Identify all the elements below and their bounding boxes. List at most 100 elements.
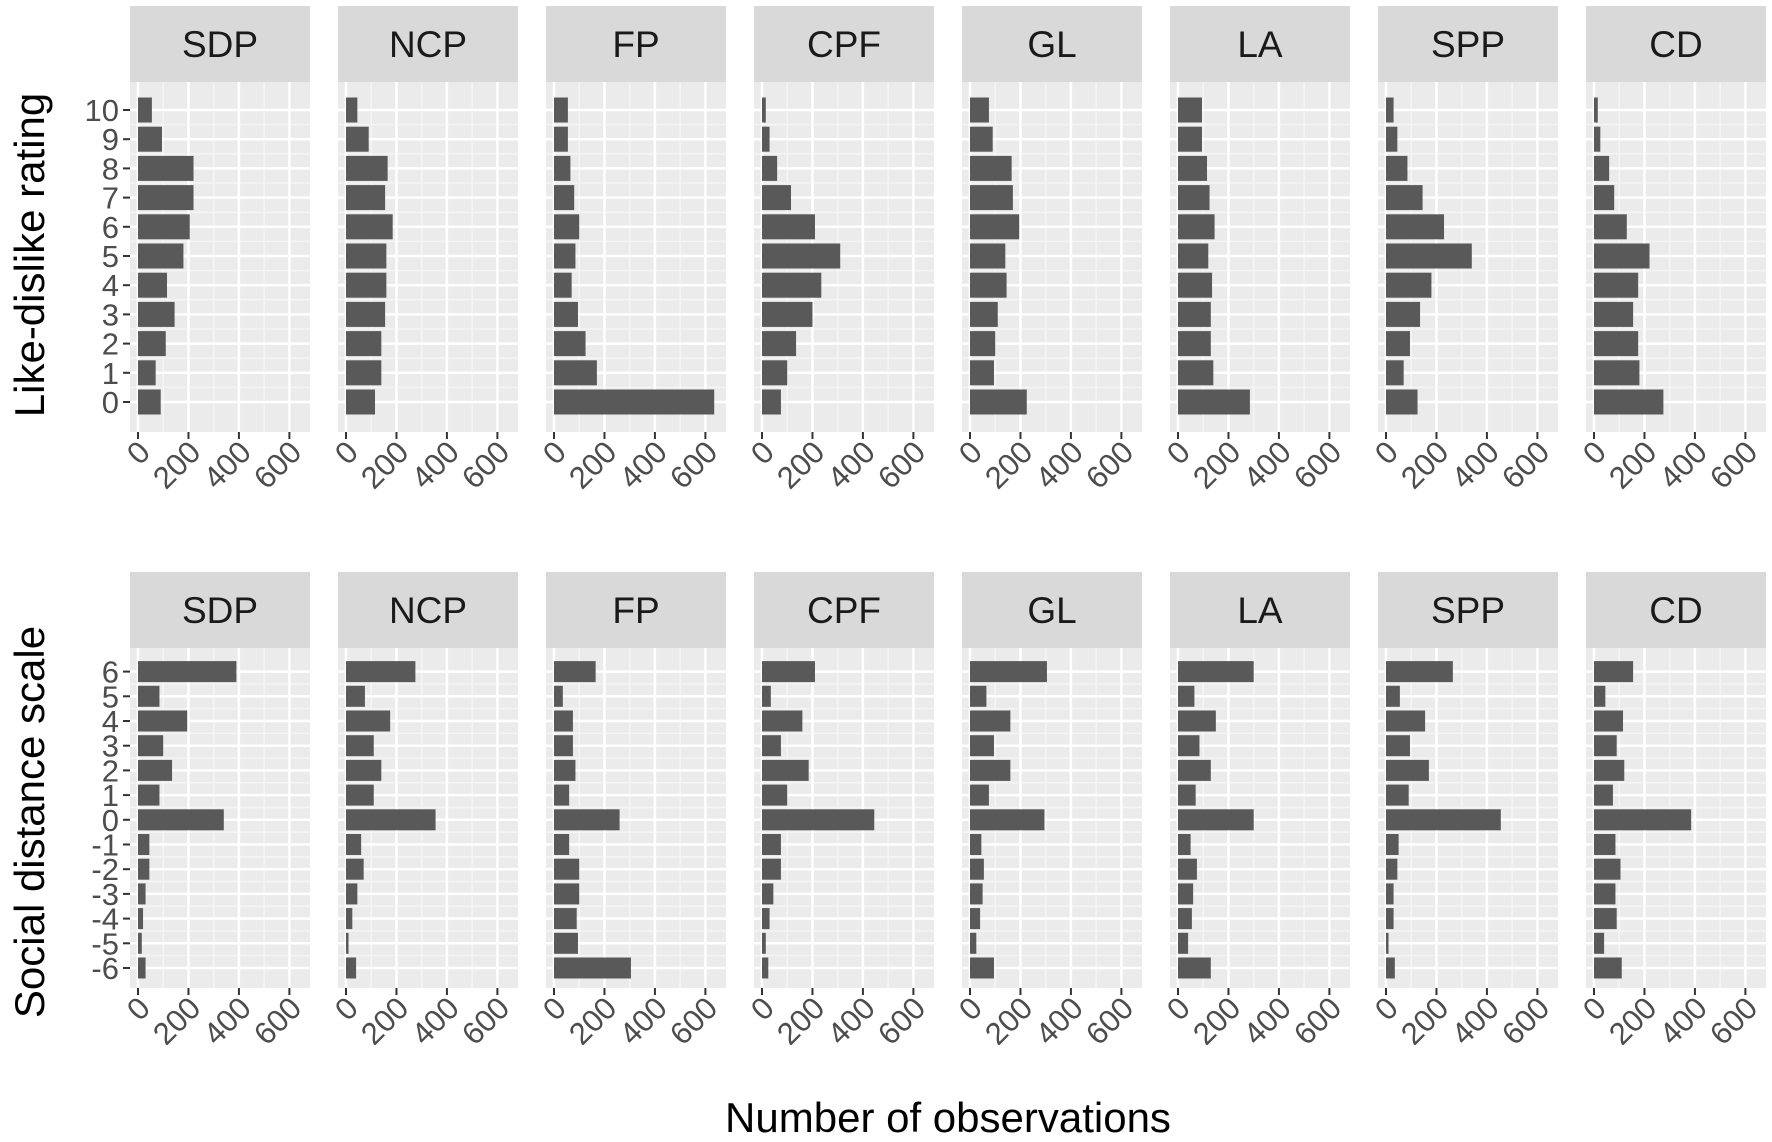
facet-strip <box>754 6 934 82</box>
bar <box>138 685 160 707</box>
y-tick-label: 3 <box>102 297 119 332</box>
bar <box>1594 710 1624 732</box>
bar <box>1594 360 1640 386</box>
facet-strip <box>546 6 726 82</box>
x-tick-label: 200 <box>1186 990 1247 1051</box>
bar <box>762 735 781 757</box>
bar <box>1594 932 1605 954</box>
bar <box>138 883 146 905</box>
x-tick-label: 400 <box>1237 434 1298 495</box>
facet-strip <box>1170 572 1350 648</box>
bar <box>970 661 1047 683</box>
bar <box>1178 185 1210 211</box>
bar <box>762 957 769 979</box>
bar <box>762 360 788 386</box>
facet-strip <box>754 572 934 648</box>
facet-strip-label: SPP <box>1431 590 1505 631</box>
bar <box>346 185 386 211</box>
x-tick-label: 600 <box>247 990 308 1051</box>
x-tick-label: 200 <box>1602 990 1663 1051</box>
bar <box>1386 126 1398 152</box>
bar <box>1178 834 1191 855</box>
x-tick-label: 400 <box>821 434 882 495</box>
like-dislike-facet-row: SDP0200400600NCP0200400600FP0200400600CP… <box>85 6 1766 496</box>
x-tick-label: 200 <box>146 990 207 1051</box>
bar <box>762 908 770 930</box>
bar <box>554 809 620 831</box>
facet-strip-label: SPP <box>1431 24 1505 65</box>
bar <box>762 932 766 954</box>
bar <box>138 759 173 781</box>
bar <box>970 97 989 123</box>
bar <box>1386 331 1410 357</box>
bar <box>762 185 792 211</box>
bar <box>970 858 984 880</box>
bar <box>346 331 382 357</box>
bar <box>1386 185 1423 211</box>
facet-strip <box>338 6 518 82</box>
x-tick-label: 600 <box>247 434 308 495</box>
facet-strip-label: GL <box>1027 24 1076 65</box>
facet-strip <box>130 6 310 82</box>
facet-strip <box>1170 6 1350 82</box>
bar <box>1178 908 1192 930</box>
bar <box>346 243 387 269</box>
x-tick-label: 600 <box>455 990 516 1051</box>
bar <box>1594 272 1639 298</box>
bar <box>1594 661 1634 683</box>
bar <box>970 389 1027 415</box>
bar <box>1178 784 1196 806</box>
bar <box>1594 214 1627 240</box>
bar <box>554 185 575 211</box>
bar <box>346 685 365 707</box>
bar <box>1178 759 1211 781</box>
facet-strip-label: SDP <box>182 590 258 631</box>
x-tick-label: 200 <box>354 434 415 495</box>
x-tick-label: 400 <box>1029 434 1090 495</box>
y-tick-label: 3 <box>102 729 119 764</box>
bar <box>762 759 809 781</box>
bar <box>762 685 771 707</box>
bar <box>1178 735 1200 757</box>
bar <box>1594 957 1622 979</box>
y-tick-label: 4 <box>102 268 119 303</box>
bar <box>346 858 364 880</box>
bar <box>346 272 387 298</box>
bar <box>762 834 781 855</box>
bar <box>554 243 576 269</box>
bar <box>970 784 989 806</box>
bar <box>970 185 1013 211</box>
x-tick-label: 400 <box>1237 990 1298 1051</box>
bar <box>1178 360 1214 386</box>
facet-strip <box>962 572 1142 648</box>
x-tick-label: 600 <box>1079 990 1140 1051</box>
y-tick-label: 4 <box>102 704 119 739</box>
bar <box>346 883 358 905</box>
x-tick-label: 600 <box>871 434 932 495</box>
x-tick-label: 600 <box>663 434 724 495</box>
bar <box>970 908 981 930</box>
y-tick-label: 6 <box>102 210 119 245</box>
facet-strip <box>1586 6 1766 82</box>
bar <box>346 932 349 954</box>
bar <box>554 126 568 152</box>
bar <box>1386 710 1426 732</box>
bar <box>1178 858 1197 880</box>
bar <box>970 883 983 905</box>
y-tick-label: 2 <box>102 327 119 362</box>
x-tick-label: 600 <box>455 434 516 495</box>
bar <box>1178 331 1211 357</box>
bar <box>138 243 184 269</box>
bar <box>762 809 875 831</box>
bar <box>1594 809 1692 831</box>
bar <box>762 272 822 298</box>
bar <box>138 957 146 979</box>
bar <box>1178 97 1202 123</box>
bar <box>346 661 416 683</box>
x-tick-label: 400 <box>405 990 466 1051</box>
bar <box>346 735 374 757</box>
